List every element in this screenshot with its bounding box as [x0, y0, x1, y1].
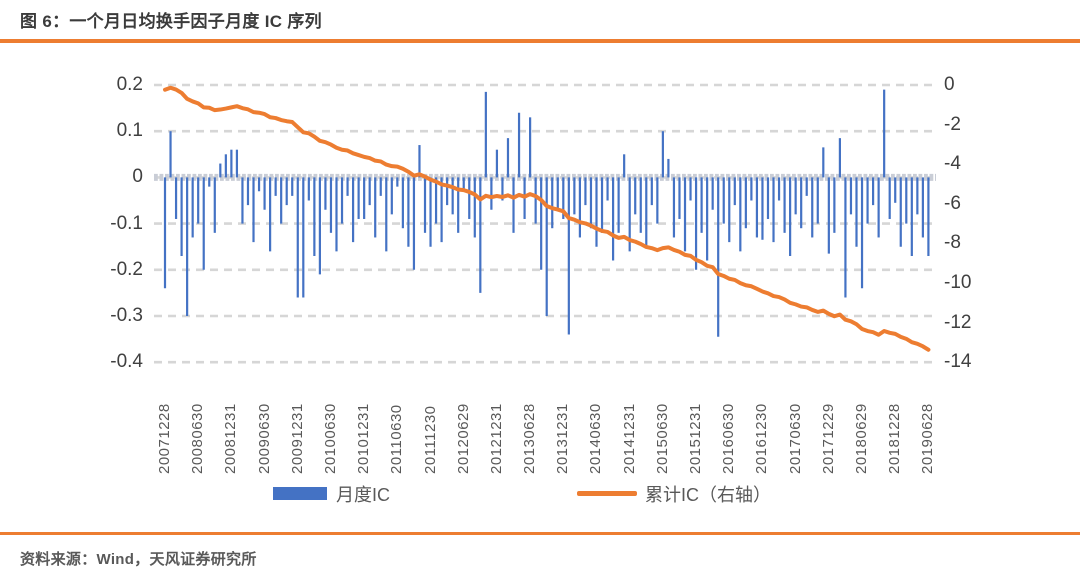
y-axis-label-right: -4: [944, 153, 961, 175]
x-axis-label: 20161230: [753, 403, 771, 474]
figure-title: 图 6：一个月日均换手因子月度 IC 序列: [20, 12, 322, 31]
y-axis-label-left: -0.1: [110, 212, 143, 234]
y-axis-label-left: 0: [132, 166, 143, 188]
x-axis-label: 20120629: [454, 403, 472, 474]
y-axis-label-right: -6: [944, 192, 961, 214]
x-axis-label: 20190628: [919, 403, 937, 474]
y-axis-label-right: -2: [944, 113, 961, 135]
x-axis-label: 20121231: [487, 403, 505, 474]
source-divider: [0, 532, 1080, 535]
x-axis-label: 20081231: [222, 403, 240, 474]
x-axis-label: 20151231: [687, 403, 705, 474]
x-axis-label: 20160630: [720, 403, 738, 474]
x-axis-label: 20180629: [853, 403, 871, 474]
legend-bar-label: 月度IC: [336, 485, 390, 505]
y-axis-label-right: -14: [944, 351, 972, 373]
legend-line-label: 累计IC（右轴）: [645, 485, 771, 505]
y-axis-label-right: -12: [944, 311, 972, 333]
x-axis-label: 20080630: [189, 403, 207, 474]
plot-svg: [154, 83, 936, 364]
x-axis-label: 20091231: [288, 403, 306, 474]
x-axis-label: 20090630: [255, 403, 273, 474]
x-axis-label: 20150630: [653, 403, 671, 474]
legend-bar-swatch: [273, 487, 327, 500]
x-axis-label: 20171229: [819, 403, 837, 474]
source-note: 资料来源：Wind，天风证券研究所: [20, 551, 257, 568]
y-axis-label-right: -10: [944, 272, 972, 293]
y-axis-label-left: 0.1: [116, 120, 143, 142]
y-axis-label-left: -0.4: [110, 351, 143, 373]
y-axis-label-right: 0: [944, 74, 955, 95]
x-axis-label: 20170630: [786, 403, 804, 474]
x-axis-label: 20071228: [156, 403, 173, 474]
x-axis-label: 20131231: [554, 403, 572, 474]
x-axis-label: 20100630: [321, 403, 339, 474]
y-axis-label-left: -0.2: [110, 258, 143, 280]
x-axis-label: 20140630: [587, 403, 605, 474]
y-axis-label-left: -0.3: [110, 305, 143, 326]
x-axis-label: 20111230: [421, 405, 439, 474]
legend-line-swatch: [577, 491, 637, 496]
x-axis-label: 20110630: [388, 404, 406, 474]
y-axis-label-right: -8: [944, 232, 961, 254]
x-axis-label: 20101231: [355, 403, 373, 474]
x-axis-label: 20181228: [886, 403, 904, 474]
chart-legend: 月度IC 累计IC（右轴）: [0, 480, 1080, 506]
y-axis-label-left: 0.2: [116, 74, 143, 95]
title-divider: [0, 39, 1080, 43]
cumulative-ic-line: [163, 85, 931, 352]
x-axis-label: 20130628: [521, 403, 539, 474]
x-axis-label: 20141231: [620, 403, 638, 474]
